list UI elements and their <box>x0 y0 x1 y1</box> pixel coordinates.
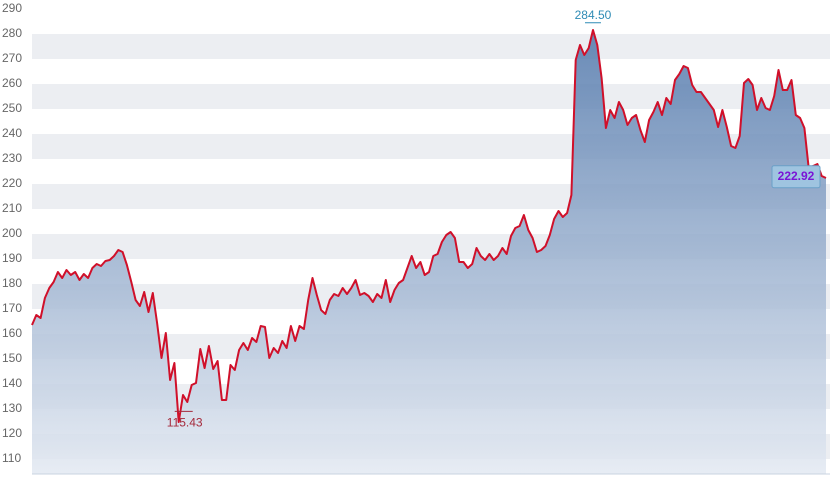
last-label: 222.92 <box>778 169 815 183</box>
area-fill <box>32 30 826 474</box>
y-tick-label: 250 <box>2 101 22 115</box>
y-tick-label: 130 <box>2 401 22 415</box>
y-tick-label: 170 <box>2 301 22 315</box>
y-tick-label: 260 <box>2 76 22 90</box>
grid-band <box>32 34 830 59</box>
y-tick-label: 240 <box>2 126 22 140</box>
last-box <box>771 165 821 189</box>
high-label: 284.50 <box>575 8 612 22</box>
y-tick-label: 120 <box>2 426 22 440</box>
y-tick-label: 200 <box>2 226 22 240</box>
y-tick-label: 210 <box>2 201 22 215</box>
y-tick-label: 290 <box>2 1 22 15</box>
y-tick-label: 220 <box>2 176 22 190</box>
y-tick-label: 140 <box>2 376 22 390</box>
y-tick-label: 190 <box>2 251 22 265</box>
y-tick-label: 230 <box>2 151 22 165</box>
price-line <box>31 29 827 423</box>
y-tick-label: 160 <box>2 326 22 340</box>
y-tick-label: 180 <box>2 276 22 290</box>
y-tick-label: 270 <box>2 51 22 65</box>
y-tick-label: 110 <box>2 451 21 465</box>
y-tick-label: 280 <box>2 26 22 40</box>
y-tick-label: 150 <box>2 351 22 365</box>
low-label: 115.43 <box>167 416 203 430</box>
